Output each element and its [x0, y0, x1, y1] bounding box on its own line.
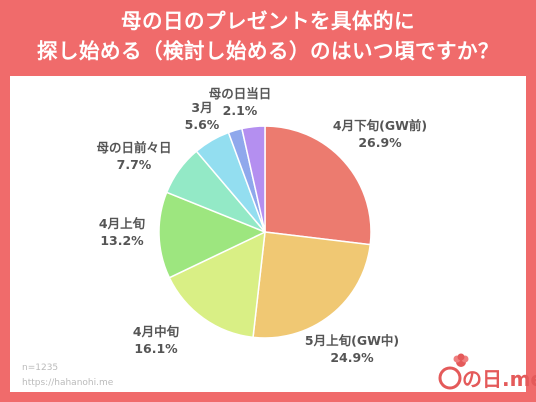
- carnation-icon: [453, 353, 469, 367]
- title-line-1: 母の日のプレゼントを具体的に: [121, 9, 415, 33]
- slice-category-label: 母の日前々日: [96, 140, 171, 155]
- pie-slice: [168, 230, 266, 339]
- slice-category-label: 4月下旬(GW前): [333, 118, 427, 133]
- logo-text: の日.me: [462, 367, 536, 391]
- sample-size: n=1235: [22, 363, 58, 373]
- pie-slice: [252, 231, 372, 339]
- slice-value-label: 5.6%: [185, 117, 220, 132]
- pie-slice: [158, 191, 267, 279]
- slice-category-label: 4月中旬: [133, 324, 179, 339]
- slice-category-label: 母の日当日: [209, 86, 272, 101]
- pie-slice: [264, 125, 372, 246]
- pie-slice: [240, 125, 266, 233]
- slice-value-label: 7.7%: [117, 157, 152, 172]
- source-url: https://hahanohi.me: [22, 378, 114, 388]
- logo-mother-mark: [438, 366, 462, 390]
- pie-slices: [158, 125, 372, 339]
- slice-category-label: 4月上旬: [99, 216, 145, 231]
- chart-title: 母の日のプレゼントを具体的に 探し始める（検討し始める）のはいつ頃ですか？: [0, 6, 536, 66]
- slice-category-label: 3月: [191, 100, 212, 115]
- title-line-2: 探し始める（検討し始める）のはいつ頃ですか？: [37, 39, 499, 63]
- slice-value-label: 13.2%: [100, 233, 144, 248]
- slice-value-label: 16.1%: [134, 341, 178, 356]
- logo: の日.me: [438, 353, 536, 391]
- pie-labels: 4月下旬(GW前) 26.9% 5月上旬(GW中) 24.9% 4月中旬 16.1% 4月上…: [96, 86, 427, 365]
- slice-value-label: 26.9%: [358, 135, 402, 150]
- slice-category-label: 5月上旬(GW中): [305, 333, 399, 348]
- slice-value-label: 2.1%: [223, 103, 258, 118]
- slice-value-label: 24.9%: [330, 350, 374, 365]
